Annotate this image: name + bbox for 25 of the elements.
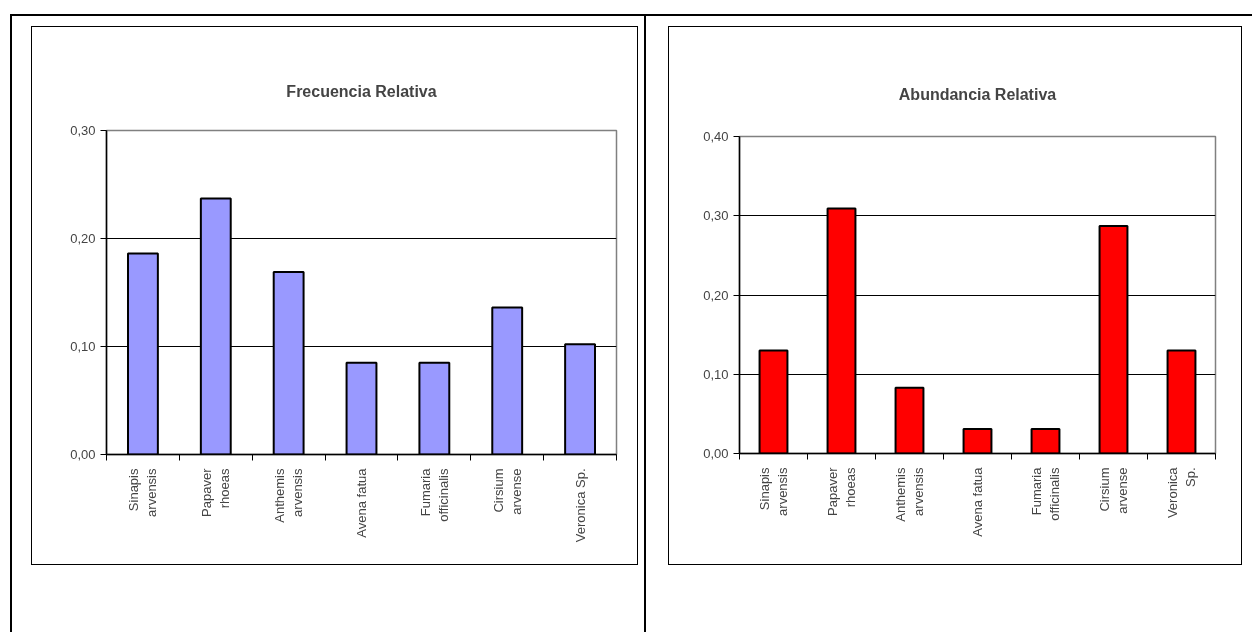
x-tick-label: Sinapis arvensis (757, 467, 790, 516)
x-tick-label: Veronica Sp. (1165, 466, 1198, 519)
y-tick-label: 0,10 (703, 366, 729, 382)
y-tick-label: 0,00 (703, 446, 729, 461)
y-tick-label: 0,10 (70, 339, 96, 354)
x-tick-label: Sinapis arvensis (126, 468, 160, 517)
x-tick-label: Veronica Sp. (572, 468, 588, 543)
y-tick-label: 0,30 (703, 208, 729, 224)
x-tick-label: Fumaria officinalis (417, 467, 451, 522)
y-tick-label: 0,30 (70, 123, 96, 138)
chart-title: Abundancia Relativa (898, 85, 1057, 103)
x-tick-label: Papaver rhoeas (825, 466, 858, 516)
x-tick-label: Papaver rhoeas (199, 467, 233, 517)
x-tick-label: Cirsium arvense (490, 468, 524, 515)
y-tick-label: 0,20 (70, 231, 96, 246)
x-tick-label: Anthemis arvensis (893, 467, 926, 522)
x-tick-label: Avena fatua (970, 466, 985, 537)
y-tick-label: 0,40 (703, 129, 729, 144)
x-tick-label: Cirsium arvense (1097, 467, 1130, 514)
x-tick-label: Fumaria officinalis (1029, 466, 1062, 521)
x-tick-label: Avena fatua (354, 467, 369, 538)
y-tick-label: 0,00 (70, 447, 96, 462)
y-tick-label: 0,20 (703, 287, 729, 303)
chart-title: Frecuencia Relativa (286, 83, 437, 100)
x-tick-label: Anthemis arvensis (272, 468, 306, 523)
